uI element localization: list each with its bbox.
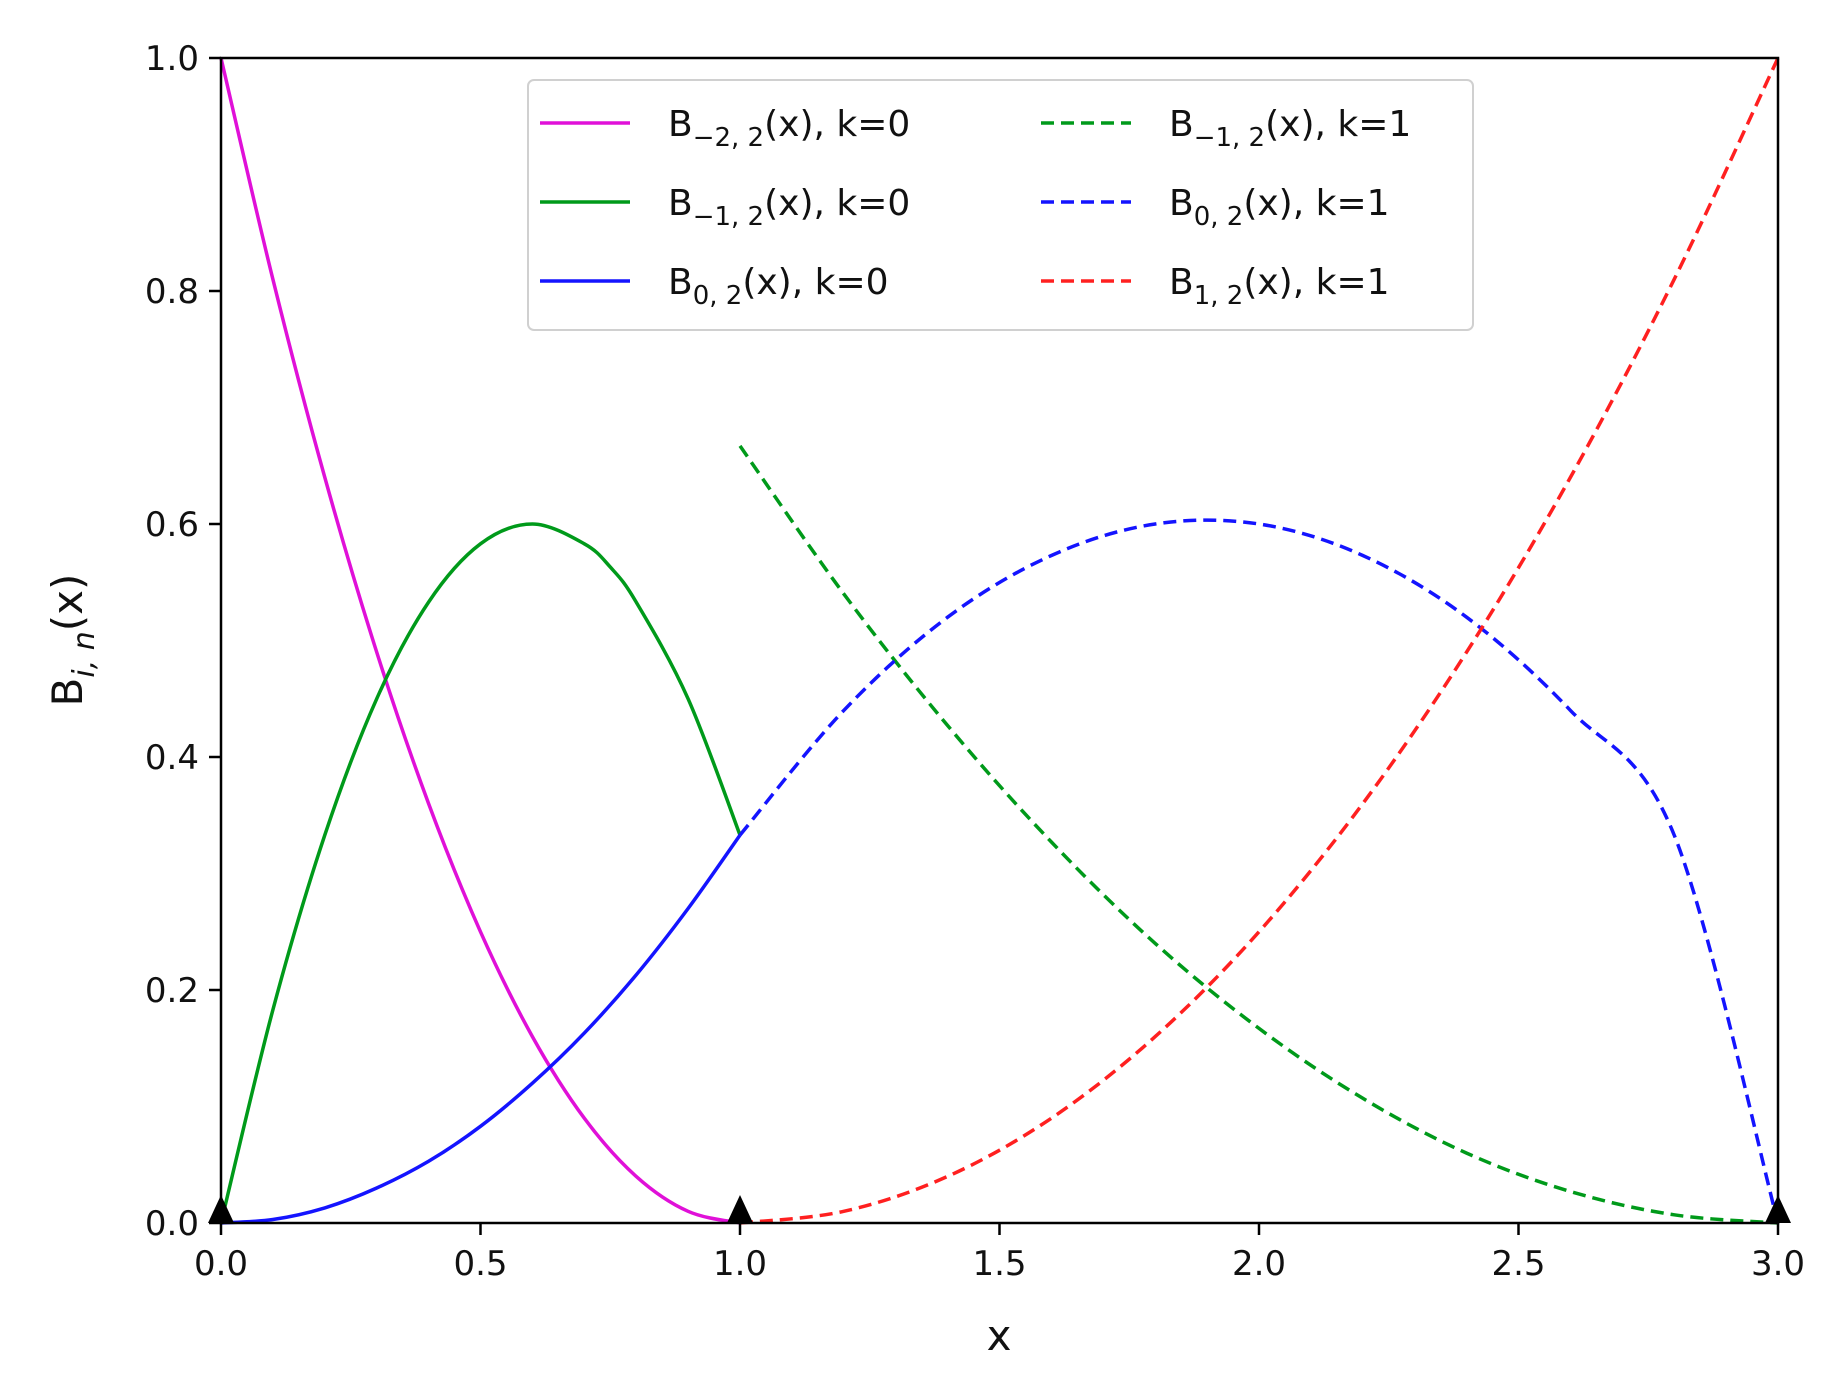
series-line-3: [738, 444, 1779, 1225]
x-axis-label: x: [987, 1311, 1012, 1360]
plot-area: [219, 57, 1780, 1225]
x-tick-label: 3.0: [1751, 1244, 1805, 1284]
y-tick-label: 0.2: [145, 971, 199, 1011]
knot-markers: [208, 1195, 1791, 1223]
y-axis-label-sub: i, n: [67, 631, 102, 677]
legend-label-5: B1, 2(x), k=1: [1169, 262, 1390, 311]
y-axis: 0.0 0.2 0.4 0.6 0.8 1.0: [145, 39, 221, 1244]
knot-marker-1: [727, 1195, 753, 1223]
x-tick-label: 2.0: [1232, 1244, 1286, 1284]
series-line-2: [220, 834, 742, 1225]
knot-marker-2: [1765, 1195, 1791, 1223]
series-line-1: [219, 522, 742, 1224]
legend-label-2: B0, 2(x), k=0: [668, 262, 889, 311]
series-line-4: [738, 518, 1780, 1224]
y-tick-label: 0.0: [145, 1204, 199, 1244]
y-tick-label: 0.4: [145, 738, 199, 778]
x-axis: 0.0 0.5 1.0 1.5 2.0 2.5 3.0: [194, 1223, 1805, 1284]
y-tick-label: 0.6: [145, 505, 199, 545]
x-tick-label: 1.0: [713, 1244, 767, 1284]
x-tick-label: 2.5: [1491, 1244, 1545, 1284]
y-axis-label: Bi, n(x): [43, 574, 102, 707]
y-axis-label-base: B: [43, 678, 92, 707]
x-tick-label: 0.0: [194, 1244, 248, 1284]
legend-label-0: B−2, 2(x), k=0: [668, 104, 910, 153]
legend-label-1: B−1, 2(x), k=0: [668, 183, 910, 232]
legend-label-3: B−1, 2(x), k=1: [1169, 104, 1411, 153]
knot-marker-0: [208, 1195, 234, 1223]
y-tick-label: 0.8: [145, 272, 199, 312]
x-tick-label: 0.5: [453, 1244, 507, 1284]
x-tick-label: 1.5: [972, 1244, 1026, 1284]
y-axis-label-suffix: (x): [43, 574, 92, 632]
series-line-0: [219, 57, 741, 1225]
legend-box: [527, 79, 1474, 331]
legend: B−2, 2(x), k=0 B−1, 2(x), k=0 B0, 2(x), k=…: [527, 79, 1474, 331]
y-tick-label: 1.0: [145, 39, 199, 79]
legend-label-4: B0, 2(x), k=1: [1169, 183, 1390, 232]
